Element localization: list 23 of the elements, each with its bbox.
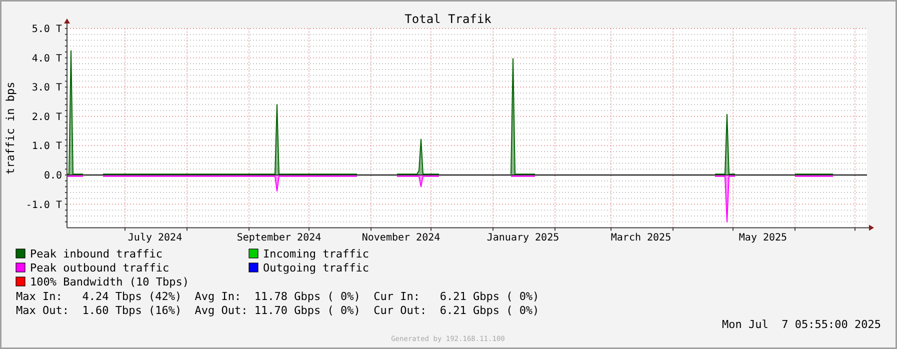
legend-label: Outgoing traffic xyxy=(263,262,369,274)
y-tick-label: 5.0 T xyxy=(32,24,62,35)
text: Mon Jul 7 05:55:00 2025 xyxy=(722,318,881,331)
legend-label: Incoming traffic xyxy=(263,248,369,260)
y-axis-title: traffic in bps xyxy=(4,82,17,174)
y-tick-label: -1.0 T xyxy=(26,200,62,211)
y-tick-label: 0.0 xyxy=(44,170,62,182)
y-tick-label: 4.0 T xyxy=(32,53,62,64)
x-tick-label: March 2025 xyxy=(610,232,672,244)
y-tick-label: 2.0 T xyxy=(32,112,62,123)
x-tick-label: July 2024 xyxy=(128,232,182,244)
y-tick-label: 1.0 T xyxy=(32,141,62,152)
legend-label: Peak inbound traffic xyxy=(30,248,162,260)
x-tick-label: September 2024 xyxy=(236,232,322,244)
chart-title: Total Trafik xyxy=(404,12,492,26)
text: Max Out: 1.60 Tbps (16%) Avg Out: 11.70 Gbps ( 0%) Cur Out: 6.21 Gbps ( 0%) xyxy=(16,304,540,317)
legend-label: Peak outbound traffic xyxy=(30,262,170,274)
x-tick-label: January 2025 xyxy=(486,232,560,244)
text: Max In: 4.24 Tbps (42%) Avg In: 11.78 Gbps ( 0%) Cur In: 6.21 Gbps ( 0%) xyxy=(16,290,540,303)
x-tick-label: May 2025 xyxy=(738,232,788,244)
y-tick-label: 3.0 T xyxy=(32,82,62,94)
x-tick-label: November 2024 xyxy=(362,232,440,244)
legend-label: 100% Bandwidth (10 Tbps) xyxy=(30,276,189,288)
